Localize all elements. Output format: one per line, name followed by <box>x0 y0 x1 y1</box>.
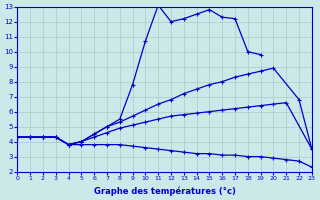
X-axis label: Graphe des températures (°c): Graphe des températures (°c) <box>94 186 236 196</box>
